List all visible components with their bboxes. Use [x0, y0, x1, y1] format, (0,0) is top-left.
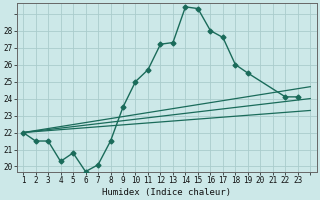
X-axis label: Humidex (Indice chaleur): Humidex (Indice chaleur) [102, 188, 231, 197]
